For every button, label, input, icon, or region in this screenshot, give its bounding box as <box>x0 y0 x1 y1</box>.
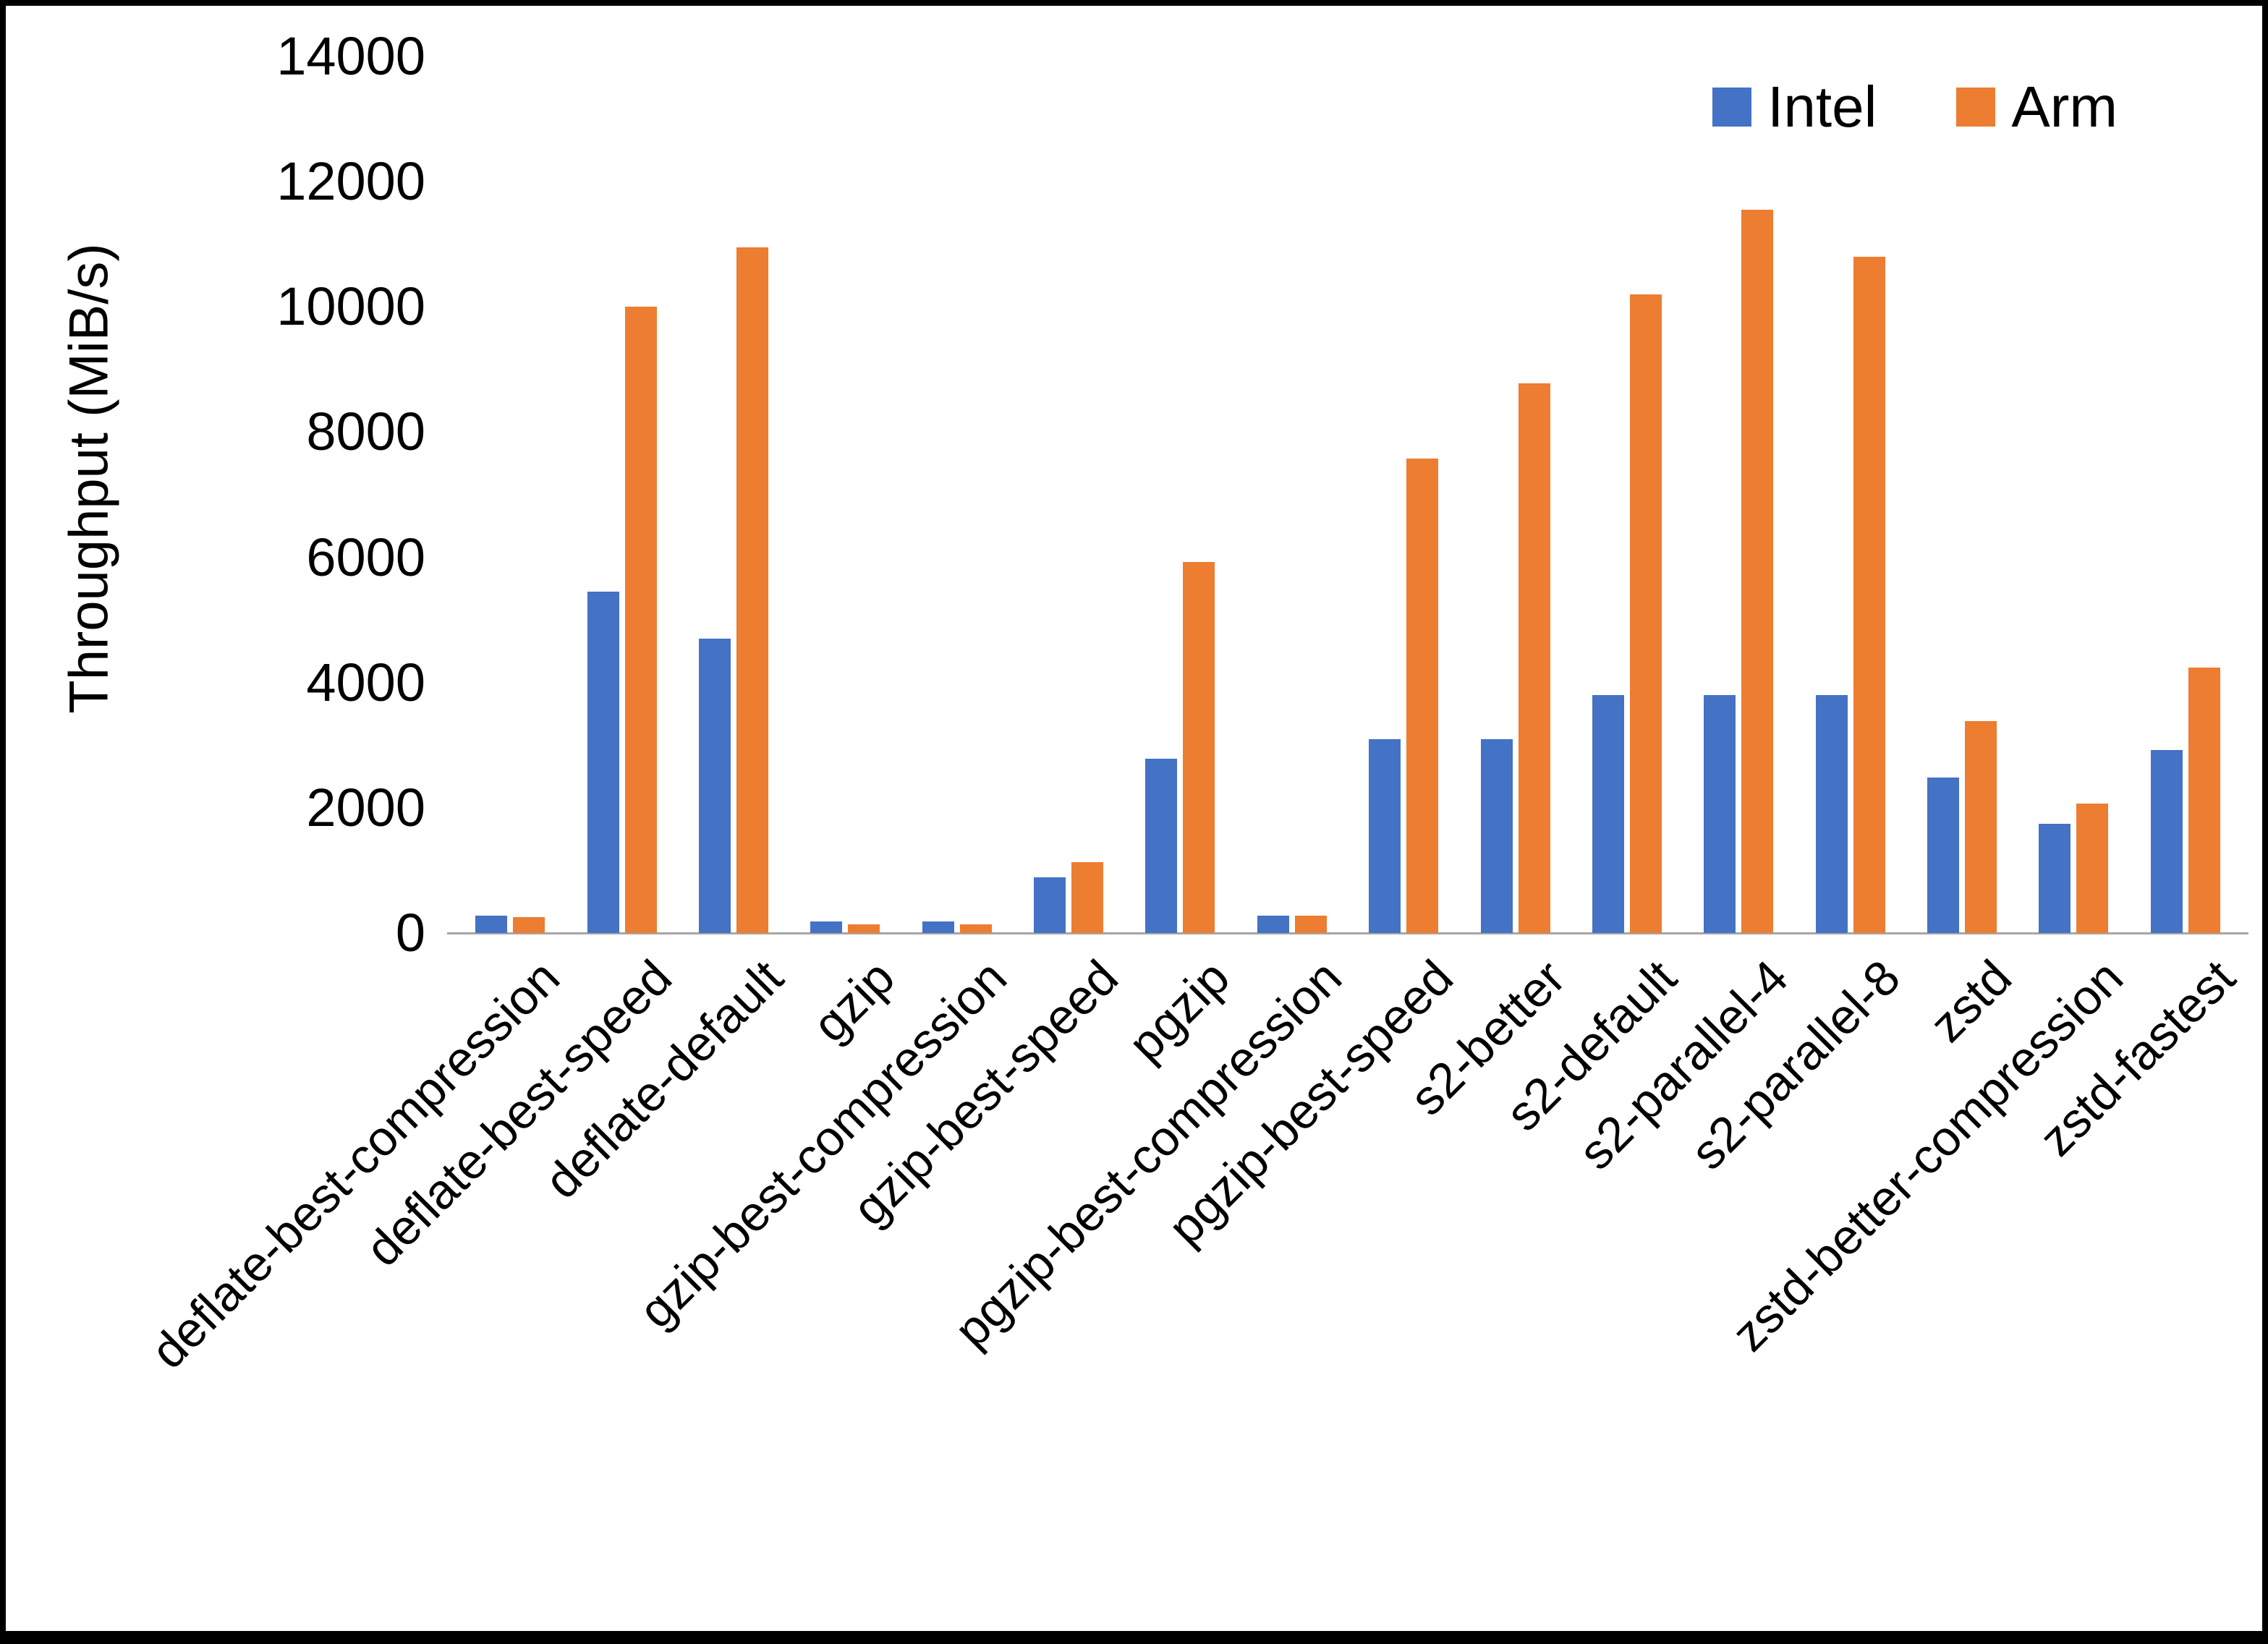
legend-item-intel: Intel <box>1712 78 1877 136</box>
legend-label-intel: Intel <box>1767 74 1877 139</box>
bar-arm-pgzip-best-compression <box>1294 915 1327 933</box>
bar-intel-s2-parallel-4 <box>1704 695 1736 933</box>
bar-arm-pgzip-best-speed <box>1406 458 1439 933</box>
bar-arm-gzip-best-speed <box>1071 862 1104 933</box>
bar-arm-gzip <box>848 924 880 933</box>
y-tick-label: 8000 <box>306 401 425 462</box>
y-tick-label: 10000 <box>276 276 425 337</box>
y-tick-label: 2000 <box>306 777 425 838</box>
bar-arm-s2-default <box>1629 294 1662 933</box>
bar-intel-s2-default <box>1592 695 1624 933</box>
y-axis-title: Throughput (MiB/s) <box>58 243 120 714</box>
bar-arm-gzip-best-compression <box>959 924 992 933</box>
y-tick-label: 0 <box>395 903 425 963</box>
bar-arm-zstd-fastest <box>2188 667 2220 933</box>
bar-intel-zstd-better-compression <box>2039 824 2071 933</box>
plot-area <box>447 56 2248 934</box>
bar-intel-deflate-best-speed <box>587 592 619 933</box>
bar-intel-pgzip-best-compression <box>1257 915 1289 933</box>
bar-arm-pgzip <box>1183 561 1215 933</box>
bar-intel-pgzip-best-speed <box>1369 738 1401 933</box>
bar-arm-deflate-best-compression <box>513 916 545 933</box>
bar-intel-gzip-best-speed <box>1034 877 1066 933</box>
bar-arm-zstd <box>1965 720 1997 933</box>
x-axis-line <box>447 932 2248 934</box>
bar-arm-deflate-best-speed <box>624 307 657 933</box>
bar-intel-gzip-best-compression <box>922 921 954 933</box>
bar-intel-gzip <box>810 921 843 933</box>
bar-intel-pgzip <box>1145 759 1178 933</box>
bar-arm-deflate-default <box>736 247 768 933</box>
bar-intel-deflate-best-compression <box>475 915 508 933</box>
legend-label-arm: Arm <box>2011 74 2118 139</box>
bar-intel-s2-parallel-8 <box>1815 695 1848 933</box>
bar-intel-s2-better <box>1480 738 1513 933</box>
y-tick-label: 6000 <box>306 527 425 587</box>
bar-arm-s2-better <box>1518 383 1550 933</box>
chart-legend: Intel Arm <box>1712 78 2118 136</box>
legend-swatch-arm <box>1956 88 1996 127</box>
bar-arm-s2-parallel-4 <box>1741 210 1774 933</box>
bar-intel-deflate-default <box>698 639 731 933</box>
bar-intel-zstd-fastest <box>2150 750 2183 933</box>
y-tick-label: 4000 <box>306 652 425 712</box>
legend-item-arm: Arm <box>1956 78 2118 136</box>
y-tick-label: 12000 <box>276 151 425 212</box>
bar-intel-zstd <box>1927 778 1960 933</box>
legend-swatch-intel <box>1712 88 1752 127</box>
bar-arm-zstd-better-compression <box>2076 803 2109 933</box>
bar-arm-s2-parallel-8 <box>1853 257 1885 933</box>
y-tick-label: 14000 <box>276 26 425 86</box>
